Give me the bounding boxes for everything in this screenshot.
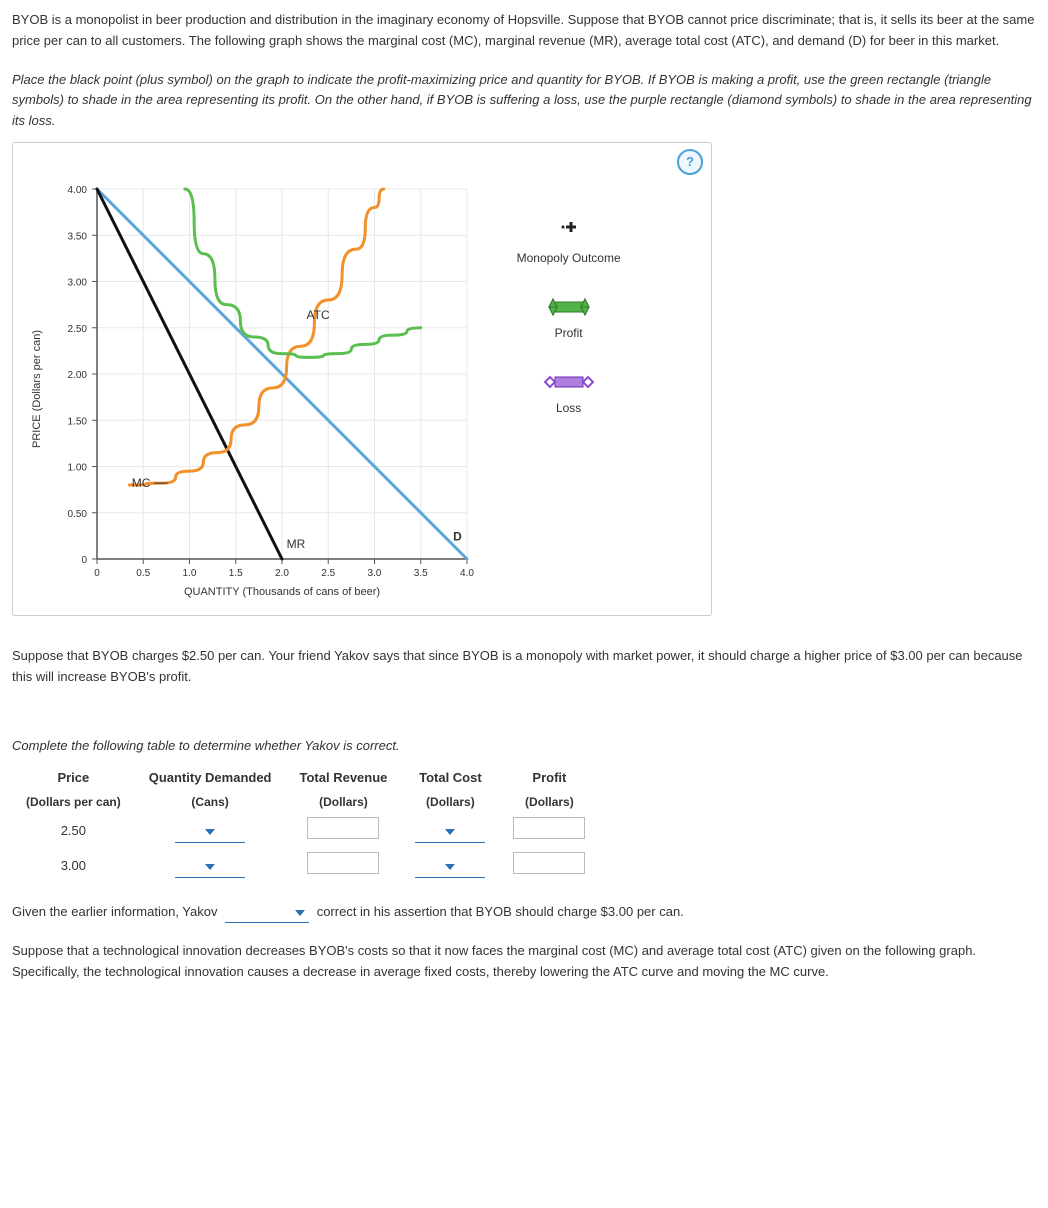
cell-price: 2.50 [12, 814, 135, 849]
svg-text:3.00: 3.00 [67, 277, 87, 288]
revenue-input[interactable] [307, 852, 379, 874]
svg-text:D: D [453, 529, 462, 543]
svg-text:0.50: 0.50 [67, 509, 87, 520]
table-subheader-row: (Dollars per can) (Cans) (Dollars) (Doll… [12, 791, 599, 814]
svg-text:3.0: 3.0 [367, 568, 381, 579]
profit-input[interactable] [513, 817, 585, 839]
th-price: Price [12, 766, 135, 791]
cost-dropdown[interactable] [415, 857, 485, 878]
svg-text:4.00: 4.00 [67, 185, 87, 196]
legend-monopoly-label: Monopoly Outcome [517, 251, 621, 265]
svg-text:ATC: ATC [306, 308, 329, 322]
sth-profit: (Dollars) [499, 791, 599, 814]
instruction-2: Complete the following table to determin… [12, 736, 1036, 757]
sth-cost: (Dollars) [401, 791, 499, 814]
svg-text:1.00: 1.00 [67, 462, 87, 473]
y-axis-label: PRICE (Dollars per can) [29, 330, 47, 448]
chart-svg[interactable]: 00 0.5 0.50 1.0 1.00 1.5 1.50 2.0 2.00 2.5 2.50 3.0… [47, 179, 487, 599]
instruction-1: Place the black point (plus symbol) on t… [12, 70, 1036, 132]
svg-text:MR: MR [286, 537, 305, 551]
svg-text:0: 0 [81, 555, 87, 566]
svg-text:2.00: 2.00 [67, 370, 87, 381]
svg-text:3.50: 3.50 [67, 231, 87, 242]
sth-qty: (Cans) [135, 791, 286, 814]
plus-icon [549, 219, 589, 243]
legend-profit[interactable]: Profit [517, 296, 621, 343]
legend-monopoly-outcome[interactable]: Monopoly Outcome [517, 219, 621, 268]
sth-price: (Dollars per can) [12, 791, 135, 814]
sth-rev: (Dollars) [286, 791, 402, 814]
svg-text:1.5: 1.5 [228, 568, 242, 579]
sentence-prefix: Given the earlier information, Yakov [12, 904, 221, 919]
th-cost: Total Cost [401, 766, 499, 791]
legend-loss-label: Loss [556, 401, 581, 415]
help-button[interactable]: ? [677, 149, 703, 175]
assertion-dropdown[interactable] [225, 904, 309, 923]
legend-profit-label: Profit [555, 326, 583, 340]
qty-dropdown[interactable] [175, 857, 245, 878]
profit-input[interactable] [513, 852, 585, 874]
assertion-sentence: Given the earlier information, Yakov cor… [12, 902, 1036, 923]
profit-table: Price Quantity Demanded Total Revenue To… [12, 766, 599, 884]
table-row: 2.50 [12, 814, 599, 849]
svg-text:MC: MC [131, 476, 150, 490]
svg-text:1.50: 1.50 [67, 416, 87, 427]
sentence-suffix: correct in his assertion that BYOB shoul… [317, 904, 684, 919]
paragraph-3: Suppose that a technological innovation … [12, 941, 1036, 983]
svg-text:2.5: 2.5 [321, 568, 335, 579]
cell-price: 3.00 [12, 849, 135, 884]
qty-dropdown[interactable] [175, 822, 245, 843]
paragraph-2: Suppose that BYOB charges $2.50 per can.… [12, 646, 1036, 688]
graph-panel: ? PRICE (Dollars per can) 00 0.5 0.50 1.0 1.… [12, 142, 712, 616]
loss-rect-icon [543, 371, 595, 393]
svg-text:3.5: 3.5 [413, 568, 427, 579]
th-rev: Total Revenue [286, 766, 402, 791]
th-qty: Quantity Demanded [135, 766, 286, 791]
profit-rect-icon [543, 296, 595, 318]
svg-text:2.50: 2.50 [67, 324, 87, 335]
svg-text:0: 0 [94, 568, 100, 579]
legend-panel: Monopoly Outcome Profit [487, 179, 621, 599]
cost-dropdown[interactable] [415, 822, 485, 843]
table-header-row: Price Quantity Demanded Total Revenue To… [12, 766, 599, 791]
table-row: 3.00 [12, 849, 599, 884]
svg-text:4.0: 4.0 [460, 568, 474, 579]
svg-text:2.0: 2.0 [275, 568, 289, 579]
svg-text:1.0: 1.0 [182, 568, 196, 579]
svg-text:QUANTITY (Thousands of cans of: QUANTITY (Thousands of cans of beer) [184, 586, 380, 598]
svg-text:0.5: 0.5 [136, 568, 150, 579]
revenue-input[interactable] [307, 817, 379, 839]
th-profit: Profit [499, 766, 599, 791]
intro-paragraph: BYOB is a monopolist in beer production … [12, 10, 1036, 52]
legend-loss[interactable]: Loss [517, 371, 621, 418]
